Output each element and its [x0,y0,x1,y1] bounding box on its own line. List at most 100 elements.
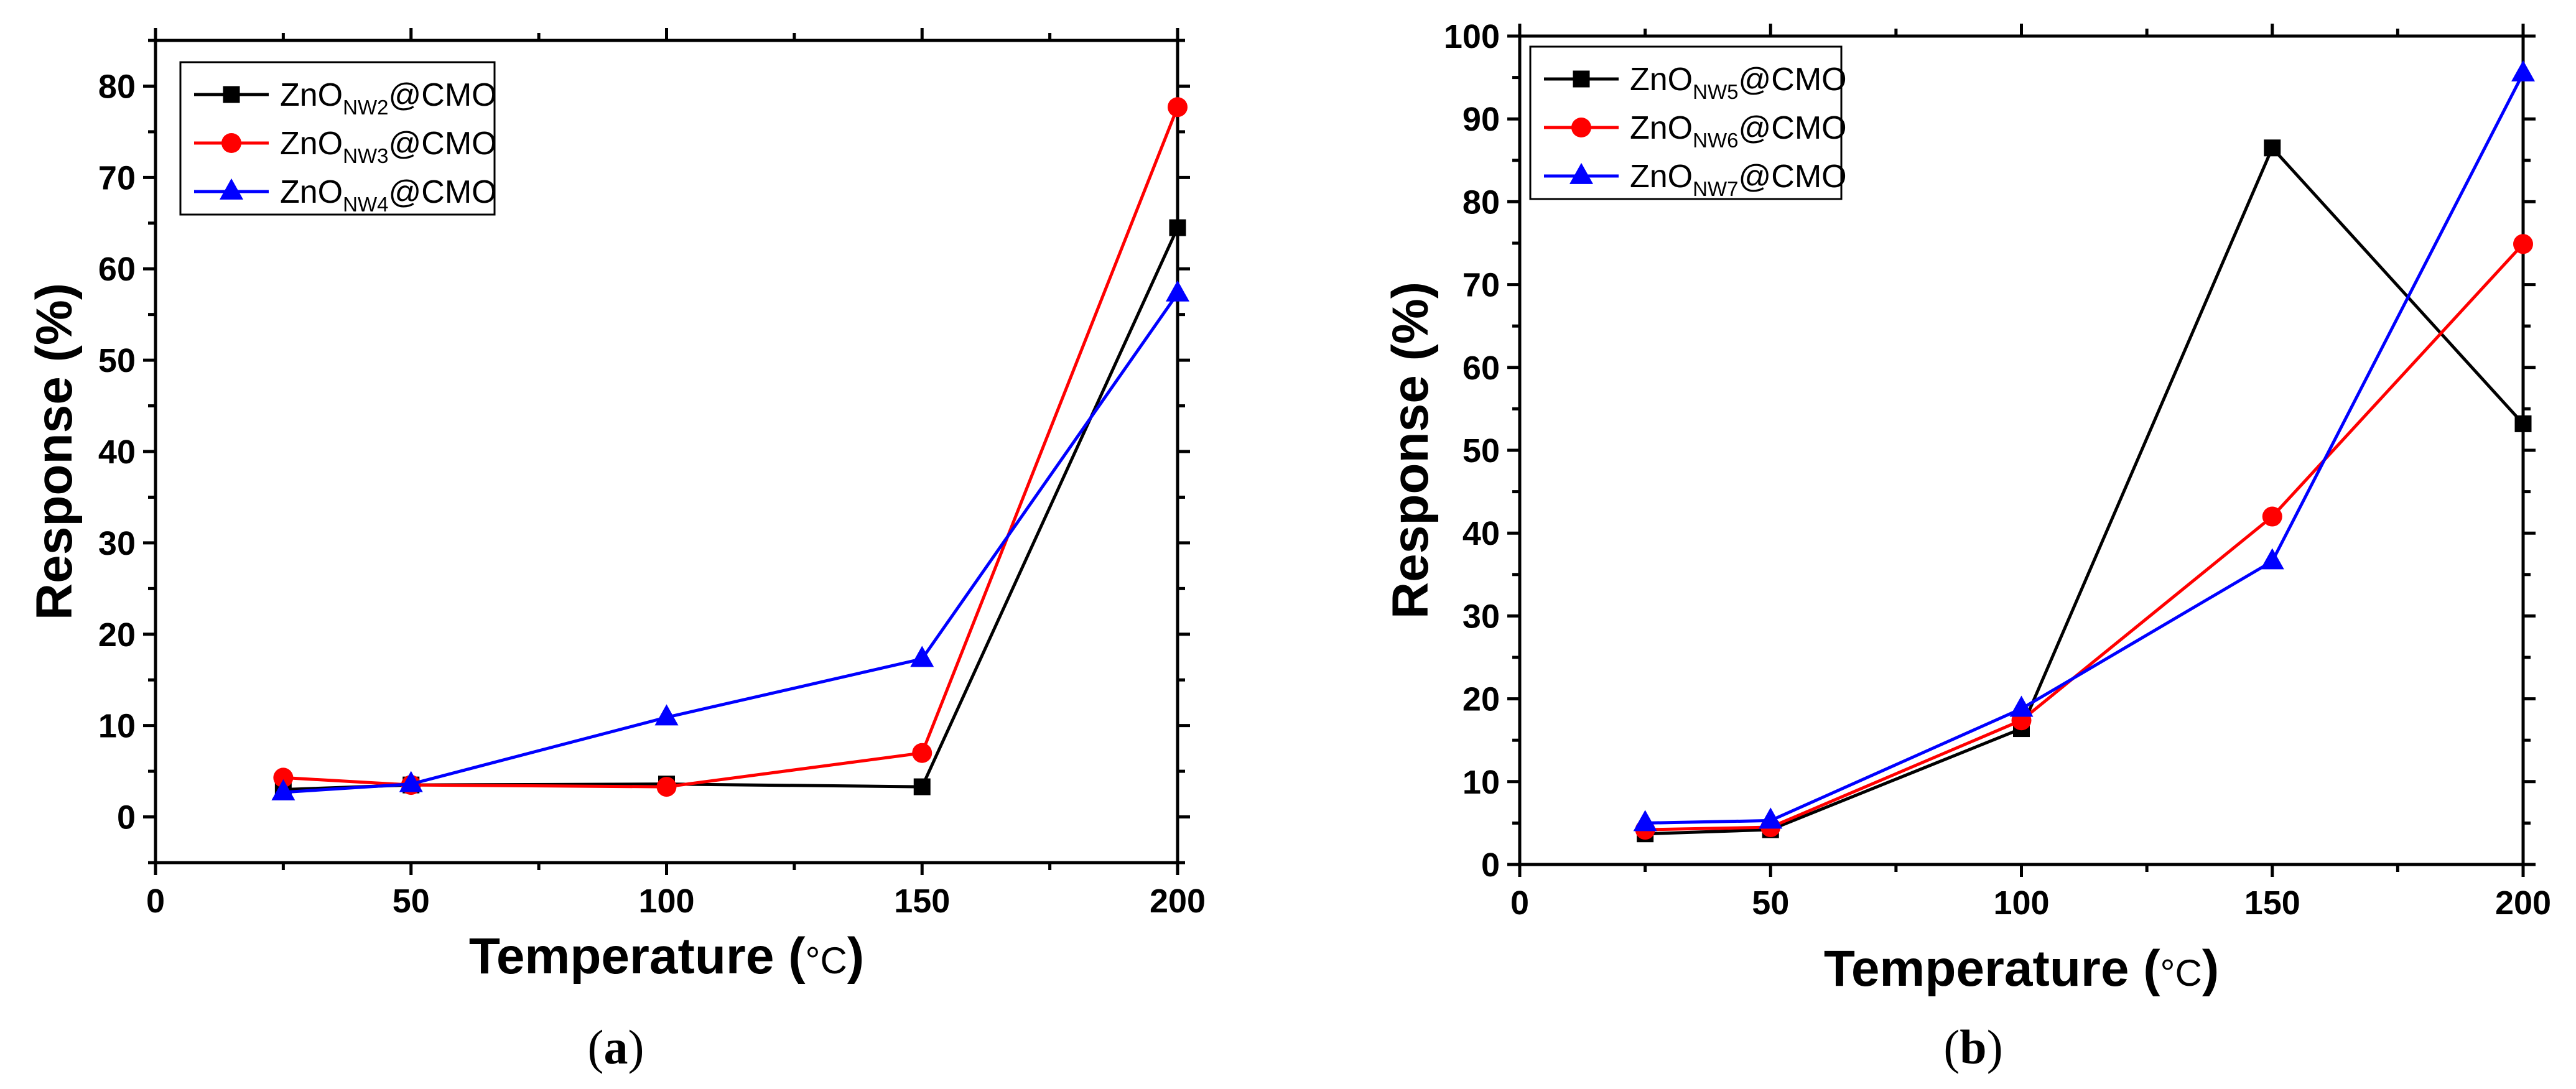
x-axis-title: Temperature (°C) [1824,940,2219,997]
legend-label-sub: NW7 [1693,177,1738,200]
legend-label: ZnONW7@CMO [1630,159,1847,200]
legend-marker [220,178,243,200]
legend-label-base: ZnO [1630,62,1693,98]
legend-label-base: ZnO [280,174,343,210]
legend-label-base: ZnO [280,126,343,162]
series-nw5 [1637,139,2532,843]
data-point [273,767,294,788]
x-tick-label: 200 [2495,884,2551,922]
data-point [2009,695,2034,717]
legend-label-suffix: @CMO [388,77,496,113]
x-axis-title-main: Temperature ( [469,928,806,985]
caption-close: ) [1987,1020,2003,1074]
data-point [399,771,423,792]
series-nw2 [274,219,1186,798]
y-tick-label: 70 [98,159,136,197]
y-tick-label: 40 [1462,515,1500,552]
caption-open: ( [588,1020,604,1074]
data-point [2511,60,2535,81]
caption-close: ) [628,1020,644,1074]
data-point [912,743,932,763]
x-tick-label: 0 [1510,884,1529,922]
legend-label: ZnONW3@CMO [280,126,497,167]
legend-label-base: ZnO [1630,159,1693,195]
x-axis-title-unit: °C [2160,952,2202,994]
y-tick-label: 100 [1444,18,1500,55]
y-tick-label: 20 [1462,681,1500,718]
y-tick-label: 70 [1462,267,1500,304]
data-point [1168,97,1188,118]
y-tick-label: 30 [98,525,136,562]
data-point [1633,810,1657,832]
legend-label: ZnONW5@CMO [1630,62,1847,103]
data-point [1166,280,1189,302]
data-point [910,646,934,667]
data-point [2260,548,2284,570]
x-tick-label: 150 [894,883,950,920]
series-line [283,292,1179,794]
y-tick-label: 10 [98,708,136,745]
data-point [2262,506,2282,527]
x-axis-title-unit: °C [806,940,847,981]
caption-letter: b [1960,1020,1986,1074]
legend-label-suffix: @CMO [388,174,496,210]
y-tick-label: 50 [1462,432,1500,470]
y-tick-label: 50 [98,342,136,379]
x-axis-title: Temperature (°C) [469,928,864,985]
x-axis-title-close: ) [847,928,864,985]
data-point [2513,234,2533,254]
x-tick-label: 100 [1993,884,2049,922]
y-tick-label: 0 [117,799,136,836]
data-point [271,779,295,800]
legend-marker [221,133,241,153]
panel-caption: (a) [588,1020,644,1074]
legend-label-sub: NW5 [1693,80,1738,103]
y-tick-label: 10 [1462,764,1500,801]
legend-label-sub: NW3 [343,144,388,167]
legend-marker [1571,118,1591,137]
x-tick-label: 50 [1752,884,1789,922]
legend-marker [1573,70,1590,88]
series-line [1645,145,2524,836]
panel-b-chart: 0 50 100 150 200 0 10 20 30 40 50 60 70 80 90 100 Temper… [1382,18,2551,1074]
x-tick-label: 150 [2244,884,2300,922]
legend-label-sub: NW6 [1693,129,1738,152]
y-tick-label: 40 [98,433,136,471]
y-axis-title: Response (%) [26,283,83,620]
y-tick-label: 20 [98,616,136,654]
legend-label-sub: NW4 [343,193,388,216]
legend-marker [1569,162,1593,184]
y-tick-label: 60 [98,251,136,288]
y-tick-label: 60 [1462,350,1500,387]
y-tick-label: 80 [98,68,136,105]
data-point [654,704,679,726]
y-tick-label: 90 [1462,101,1500,138]
legend-label-suffix: @CMO [1738,159,1846,195]
series-line [283,227,1179,791]
legend-label: ZnONW4@CMO [280,174,497,216]
x-tick-label: 100 [638,883,694,920]
panel-caption: (b) [1943,1020,2002,1074]
caption-letter: a [604,1020,628,1074]
data-point [2514,415,2532,432]
data-point [656,777,677,797]
x-tick-label: 200 [1150,883,1206,920]
data-point [1169,219,1186,236]
data-point [1759,807,1783,829]
x-tick-label: 0 [146,883,165,920]
legend-label: ZnONW6@CMO [1630,110,1847,152]
data-point [2264,139,2281,157]
caption-open: ( [1943,1020,1960,1074]
y-tick-label: 0 [1481,846,1500,884]
legend-label-base: ZnO [1630,110,1693,146]
data-point [913,778,931,795]
series-nw6 [1635,234,2533,840]
legend-label-suffix: @CMO [1738,62,1846,98]
x-axis-title-main: Temperature ( [1824,940,2160,997]
x-tick-label: 50 [393,883,430,920]
legend-label-base: ZnO [280,77,343,113]
legend-marker [223,86,240,103]
